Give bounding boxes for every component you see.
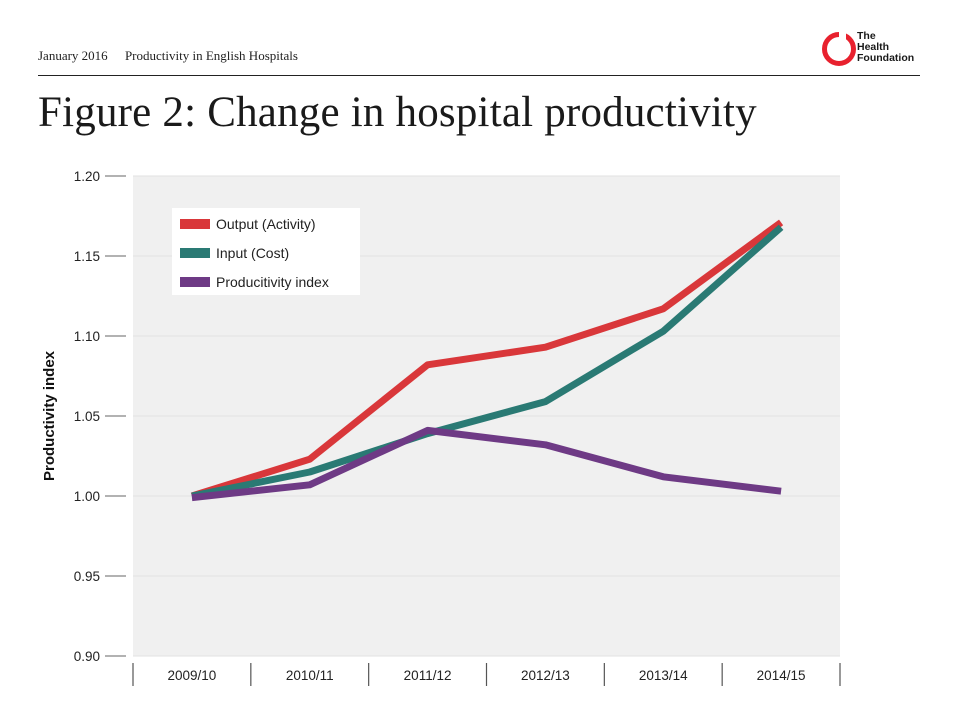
y-tick-label: 1.05	[74, 409, 100, 424]
y-tick-label: 1.20	[74, 169, 100, 184]
x-tick-label: 2012/13	[521, 668, 570, 683]
x-tick-label: 2010/11	[286, 668, 334, 683]
y-axis-title: Productivity index	[41, 350, 58, 481]
y-tick-label: 1.10	[74, 329, 100, 344]
series-line	[191, 426, 782, 502]
x-tick-label: 2011/12	[404, 668, 452, 683]
legend-label: Input (Cost)	[216, 245, 289, 261]
legend-label: Producitivity index	[216, 274, 329, 290]
logo-ring-icon	[822, 30, 856, 66]
x-tick-label: 2009/10	[168, 668, 217, 683]
logo-line-1: The	[857, 30, 876, 42]
legend-swatch	[180, 277, 210, 287]
header-meta: January 2016 Productivity in English Hos…	[38, 48, 312, 64]
report-date: January 2016	[38, 48, 108, 63]
legend-swatch	[180, 248, 210, 258]
logo-text: The Health Foundation	[857, 31, 914, 64]
publication-name: Productivity in English Hospitals	[124, 48, 298, 63]
x-tick-label: 2014/15	[757, 668, 806, 683]
y-tick-label: 1.15	[74, 249, 100, 264]
y-tick-label: 1.00	[74, 489, 100, 504]
y-tick-label: 0.90	[74, 649, 100, 664]
legend-swatch	[180, 219, 210, 229]
legend-label: Output (Activity)	[216, 216, 316, 232]
logo-line-3: Foundation	[857, 52, 915, 64]
logo-line-2: Health	[857, 41, 890, 53]
x-tick-label: 2013/14	[639, 668, 688, 683]
y-tick-label: 0.95	[74, 569, 100, 584]
health-foundation-logo: The Health Foundation	[822, 30, 932, 68]
series-line	[190, 219, 784, 500]
header-rule	[38, 75, 920, 76]
page-title: Figure 2: Change in hospital productivit…	[38, 89, 757, 136]
series-line	[191, 224, 784, 500]
